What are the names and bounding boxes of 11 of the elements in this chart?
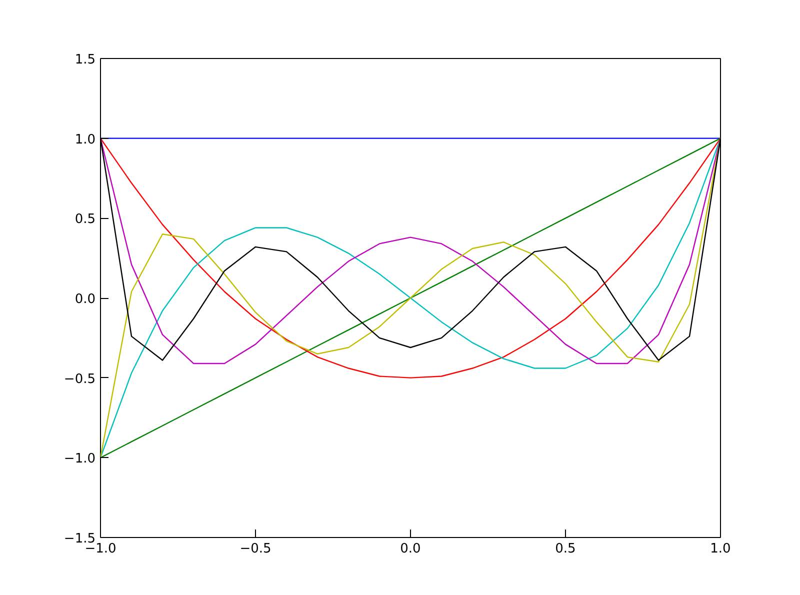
y-tick-label: 1.0 — [74, 132, 96, 148]
y-tick-label: −1.0 — [64, 452, 96, 467]
x-tick-label: 0.5 — [555, 542, 576, 556]
x-tick-label: 1.0 — [710, 542, 731, 556]
y-tick-label: 0.5 — [74, 212, 96, 228]
y-tick-label: −0.5 — [64, 372, 96, 387]
line-series — [100, 138, 720, 458]
x-tick-label: −0.5 — [240, 542, 272, 556]
y-tick-label: 1.5 — [74, 52, 96, 68]
x-tick-label: 0.0 — [400, 542, 421, 556]
y-tick-label: 0.0 — [74, 292, 96, 307]
